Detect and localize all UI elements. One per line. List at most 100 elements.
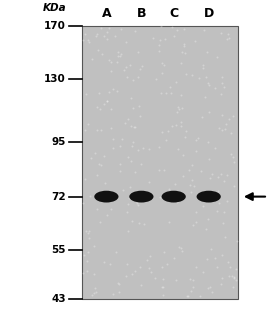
Point	[232, 274, 236, 279]
Point	[220, 252, 224, 257]
Point	[179, 50, 184, 55]
Point	[207, 110, 212, 115]
Text: A: A	[101, 7, 111, 20]
Point	[188, 276, 192, 282]
Point	[163, 37, 167, 42]
Point	[109, 106, 113, 112]
Point	[194, 220, 198, 225]
Point	[118, 168, 122, 173]
Point	[179, 93, 183, 98]
Point	[97, 161, 101, 167]
Point	[218, 30, 223, 35]
Point	[214, 54, 219, 59]
Ellipse shape	[197, 191, 221, 203]
Point	[204, 226, 209, 231]
Point	[231, 113, 235, 118]
Ellipse shape	[162, 191, 186, 203]
Text: C: C	[169, 7, 178, 20]
Point	[157, 145, 161, 150]
Point	[115, 53, 120, 58]
Point	[193, 38, 197, 43]
Point	[167, 220, 171, 225]
Point	[206, 140, 211, 145]
Point	[87, 229, 92, 234]
Point	[160, 285, 164, 290]
Point	[213, 255, 217, 260]
Point	[202, 27, 206, 32]
Point	[229, 131, 233, 136]
Point	[98, 220, 103, 225]
Point	[95, 127, 100, 132]
Point	[206, 156, 211, 161]
Point	[181, 173, 185, 179]
Point	[191, 222, 195, 228]
Point	[184, 72, 188, 77]
Text: 170: 170	[44, 21, 66, 31]
Point	[166, 129, 170, 134]
Point	[209, 171, 214, 176]
Point	[81, 201, 85, 206]
Point	[215, 208, 220, 213]
Point	[140, 145, 145, 150]
Point	[97, 90, 101, 95]
Point	[234, 277, 239, 283]
Point	[118, 144, 122, 149]
Point	[102, 34, 106, 39]
Point	[179, 245, 183, 250]
Point	[93, 285, 98, 290]
Point	[217, 201, 221, 206]
Point	[190, 72, 194, 77]
Point	[123, 274, 128, 279]
Point	[132, 125, 136, 130]
Point	[205, 216, 210, 222]
Point	[125, 209, 129, 214]
Point	[205, 49, 210, 54]
Point	[225, 37, 230, 42]
Point	[138, 113, 142, 118]
Point	[125, 228, 130, 233]
Point	[175, 109, 179, 114]
Point	[107, 25, 112, 30]
Point	[121, 68, 126, 73]
Point	[169, 192, 173, 198]
Point	[174, 122, 178, 127]
Point	[189, 289, 193, 294]
Point	[118, 162, 122, 167]
Point	[213, 146, 217, 151]
Point	[95, 32, 99, 37]
Point	[83, 177, 88, 182]
Point	[161, 284, 166, 289]
Point	[194, 264, 198, 269]
Point	[145, 258, 150, 263]
Point	[111, 137, 115, 142]
Point	[185, 294, 189, 299]
Point	[89, 155, 93, 161]
Point	[136, 74, 140, 79]
Point	[216, 174, 220, 179]
Point	[99, 128, 103, 133]
Point	[103, 181, 107, 186]
Text: 95: 95	[52, 137, 66, 147]
Point	[215, 264, 219, 269]
Point	[94, 172, 99, 177]
Point	[197, 75, 201, 80]
Point	[109, 207, 113, 212]
Point	[219, 171, 223, 176]
Point	[119, 52, 123, 57]
Point	[151, 36, 156, 41]
Point	[104, 98, 109, 103]
Point	[129, 123, 133, 128]
Point	[133, 29, 137, 34]
Point	[175, 147, 180, 152]
Point	[137, 104, 141, 109]
Point	[203, 95, 207, 100]
Point	[94, 289, 98, 295]
Point	[206, 82, 211, 88]
Point	[85, 258, 89, 264]
Point	[133, 269, 137, 274]
Point	[159, 71, 164, 76]
Point	[167, 186, 171, 191]
Point	[227, 117, 231, 122]
Point	[115, 88, 119, 94]
Point	[124, 64, 128, 70]
